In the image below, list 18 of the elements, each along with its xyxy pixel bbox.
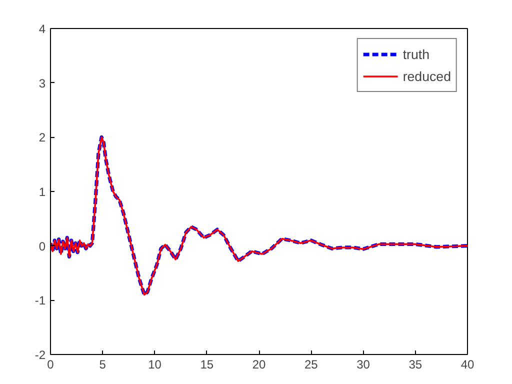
x-tick-label: 10 bbox=[148, 358, 162, 372]
y-tick-label: -2 bbox=[34, 348, 46, 362]
y-tick-label: 0 bbox=[38, 239, 46, 254]
y-tick-label: 3 bbox=[38, 76, 46, 90]
y-tick-label: 2 bbox=[38, 130, 46, 145]
x-tick-label: 15 bbox=[200, 358, 214, 372]
x-tick-label: 35 bbox=[408, 358, 422, 372]
x-tick-label: 20 bbox=[252, 358, 266, 372]
legend-label: truth bbox=[402, 46, 430, 62]
x-tick-label: 25 bbox=[304, 358, 318, 372]
y-tick-label: 1 bbox=[38, 185, 46, 199]
y-tick-label: 4 bbox=[38, 22, 46, 36]
x-tick-label: 40 bbox=[460, 358, 474, 372]
y-tick-label: -1 bbox=[34, 294, 46, 308]
x-tick-label: 30 bbox=[356, 358, 370, 372]
legend-label: reduced bbox=[402, 68, 451, 84]
x-tick-label: 0 bbox=[47, 358, 54, 372]
x-tick-label: 5 bbox=[99, 358, 106, 372]
